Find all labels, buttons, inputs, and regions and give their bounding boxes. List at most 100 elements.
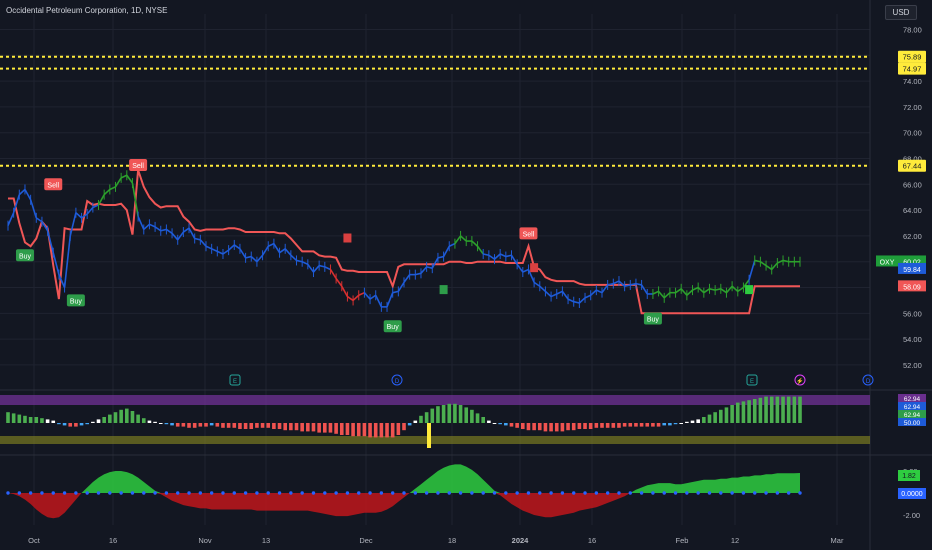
zero-line-dot [74,491,78,495]
oscillator-bar [735,402,740,423]
oscillator-bar [328,423,333,433]
oscillator-value-label: 50.00 [904,420,921,427]
oscillator-bar [707,414,712,423]
oscillator-bar [673,423,678,425]
price-segment [7,212,15,226]
oscillator-bar [385,423,389,438]
price-segment [29,199,38,219]
price-segment [329,269,337,279]
level-price-label: 75.89 [903,53,922,62]
oscillator-bar [702,417,706,423]
price-segment [75,212,83,219]
zero-line-dot [447,491,451,495]
price-segment [403,274,411,283]
price-segment [46,230,55,253]
oscillator-bar [566,423,570,431]
price-segment [58,274,66,288]
signal-arrow [530,263,539,273]
last-price-tag [898,280,926,292]
zero-line-dot [583,491,587,495]
oscillator-bar [351,423,355,437]
zero-line-dot [719,491,723,495]
price-segment [550,293,558,298]
oscillator-bar [356,423,361,437]
price-segment [516,263,524,273]
price-segment [352,294,360,302]
oscillator-bar [204,423,208,427]
oscillator-bar [294,423,299,431]
price-segment [460,235,467,242]
x-tick-label: 16 [588,536,596,545]
momentum-negative-area [8,493,800,519]
signal-arrow [439,285,448,295]
zero-line-dot [390,491,395,495]
price-segment [522,268,529,273]
price-segment [510,254,518,265]
price-segment [222,249,230,255]
zero-line-dot [17,491,22,495]
price-segment [81,213,88,219]
oscillator-bar [656,423,661,427]
zero-line-dot [662,491,666,495]
oscillator-bar [272,423,276,429]
oscillator-bar [238,423,242,429]
oscillator-bar [226,423,231,428]
price-segment [714,288,721,291]
price-segment [369,294,377,300]
zero-line-dot [108,491,112,495]
oscillator-bar [764,396,768,423]
currency-button[interactable]: USD [885,5,917,20]
oscillator-bar [430,408,435,423]
oscillator-bar [221,423,225,428]
oscillator-bar [668,423,672,426]
zero-line-dot [221,491,225,495]
y-tick-label: 68.00 [903,155,922,164]
buy-signal: Buy [643,312,662,325]
price-segment [137,216,145,230]
price-segment [782,259,789,263]
zero-line-dot [436,491,440,495]
oscillator-bar [719,409,723,423]
oscillator-bar [68,423,73,427]
price-segment [205,245,212,250]
zero-line-dot [119,491,123,495]
zero-line-dot [187,491,191,495]
last-price-label: 59.84 [903,267,921,274]
price-segment [680,288,688,296]
chart-title: Occidental Petroleum Corporation, 1D, NY… [6,6,168,15]
zero-line-dot [323,491,327,495]
level-price-label: 74.97 [903,65,922,74]
price-segment [573,300,580,304]
oscillator-bar [130,411,135,423]
zero-line-dot [300,491,304,495]
price-segment [199,239,207,247]
zero-line-dot [85,491,89,495]
oscillator-bar [447,403,452,423]
zero-line-dot [130,491,135,495]
price-segment [630,282,637,286]
price-segment [171,232,179,241]
price-segment [652,290,659,295]
price-segment [126,174,134,184]
zero-line-dot [413,491,418,495]
price-segment [149,223,156,228]
price-segment [777,259,784,264]
event-marker [862,374,874,386]
price-segment [596,289,603,294]
oscillator-bar [396,423,401,435]
price-segment [267,242,275,247]
oscillator-bar [249,423,254,429]
x-tick-label: 12 [731,536,739,545]
zero-line-dot [277,491,282,495]
price-segment [233,244,241,250]
event-marker-label: ⚡ [796,377,803,385]
price-segment [160,228,167,232]
oscillator-bar [571,423,576,431]
price-segment [657,290,665,299]
price-segment [250,255,258,263]
trailing-stop-line [8,169,800,315]
zero-line-dot [492,491,497,495]
price-segment [675,288,682,294]
zero-line-dot [51,491,55,495]
